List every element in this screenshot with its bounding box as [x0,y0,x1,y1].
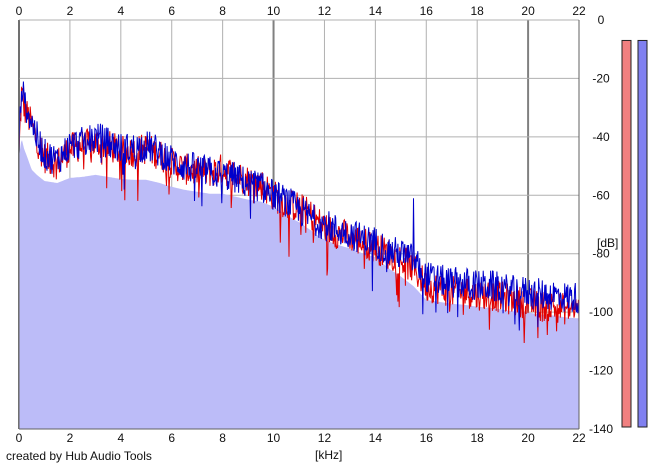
credit-text: created by Hub Audio Tools [6,449,152,463]
x-tick-label: 18 [471,4,485,18]
x-tick-label: 4 [117,431,124,445]
x-tick-label: 8 [219,431,226,445]
x-tick-label: 22 [572,431,586,445]
y-tick-labels: 0 -20 -40 -60 -80 -100 -120 -140 [589,13,613,436]
x-tick-label: 6 [168,431,175,445]
x-tick-label: 16 [420,431,434,445]
x-tick-label: 14 [369,4,383,18]
x-tick-label: 0 [16,431,23,445]
level-meter-left [621,39,632,428]
x-tick-label: 4 [117,4,124,18]
x-tick-label: 14 [369,431,383,445]
x-tick-label: 10 [267,431,281,445]
x-tick-label: 16 [420,4,434,18]
series-blue-line [18,81,580,331]
x-tick-label: 12 [318,431,332,445]
x-tick-labels-bottom: 0 2 4 6 8 10 12 14 16 18 20 22 [16,431,586,445]
x-tick-label: 10 [267,4,281,18]
x-tick-labels-top: 0 2 4 6 8 10 12 14 16 18 20 22 [16,4,586,18]
x-tick-label: 12 [318,4,332,18]
x-axis-label: [kHz] [315,448,342,462]
y-tick-label: -100 [589,305,613,319]
y-tick-label: -20 [592,71,610,85]
y-tick-label: -40 [592,130,610,144]
spectrum-fill [19,140,579,429]
y-tick-label: -140 [589,422,613,436]
y-axis-label: [dB] [597,236,618,250]
spectrum-fill-area [19,140,579,429]
y-tick-label: 0 [598,13,605,27]
x-tick-label: 2 [67,431,74,445]
y-tick-label: -120 [589,364,613,378]
axes [18,20,580,430]
level-meters[interactable] [621,39,648,428]
spectrum-series [18,81,580,344]
x-tick-label: 0 [16,4,23,18]
x-tick-label: 20 [521,431,535,445]
level-meter-right [637,39,648,428]
x-tick-label: 20 [521,4,535,18]
y-tick-label: -60 [592,188,610,202]
x-tick-label: 18 [471,431,485,445]
x-tick-label: 6 [168,4,175,18]
y-tick-label: -80 [592,247,610,261]
x-tick-label: 8 [219,4,226,18]
x-tick-label: 22 [572,4,586,18]
x-tick-label: 2 [67,4,74,18]
